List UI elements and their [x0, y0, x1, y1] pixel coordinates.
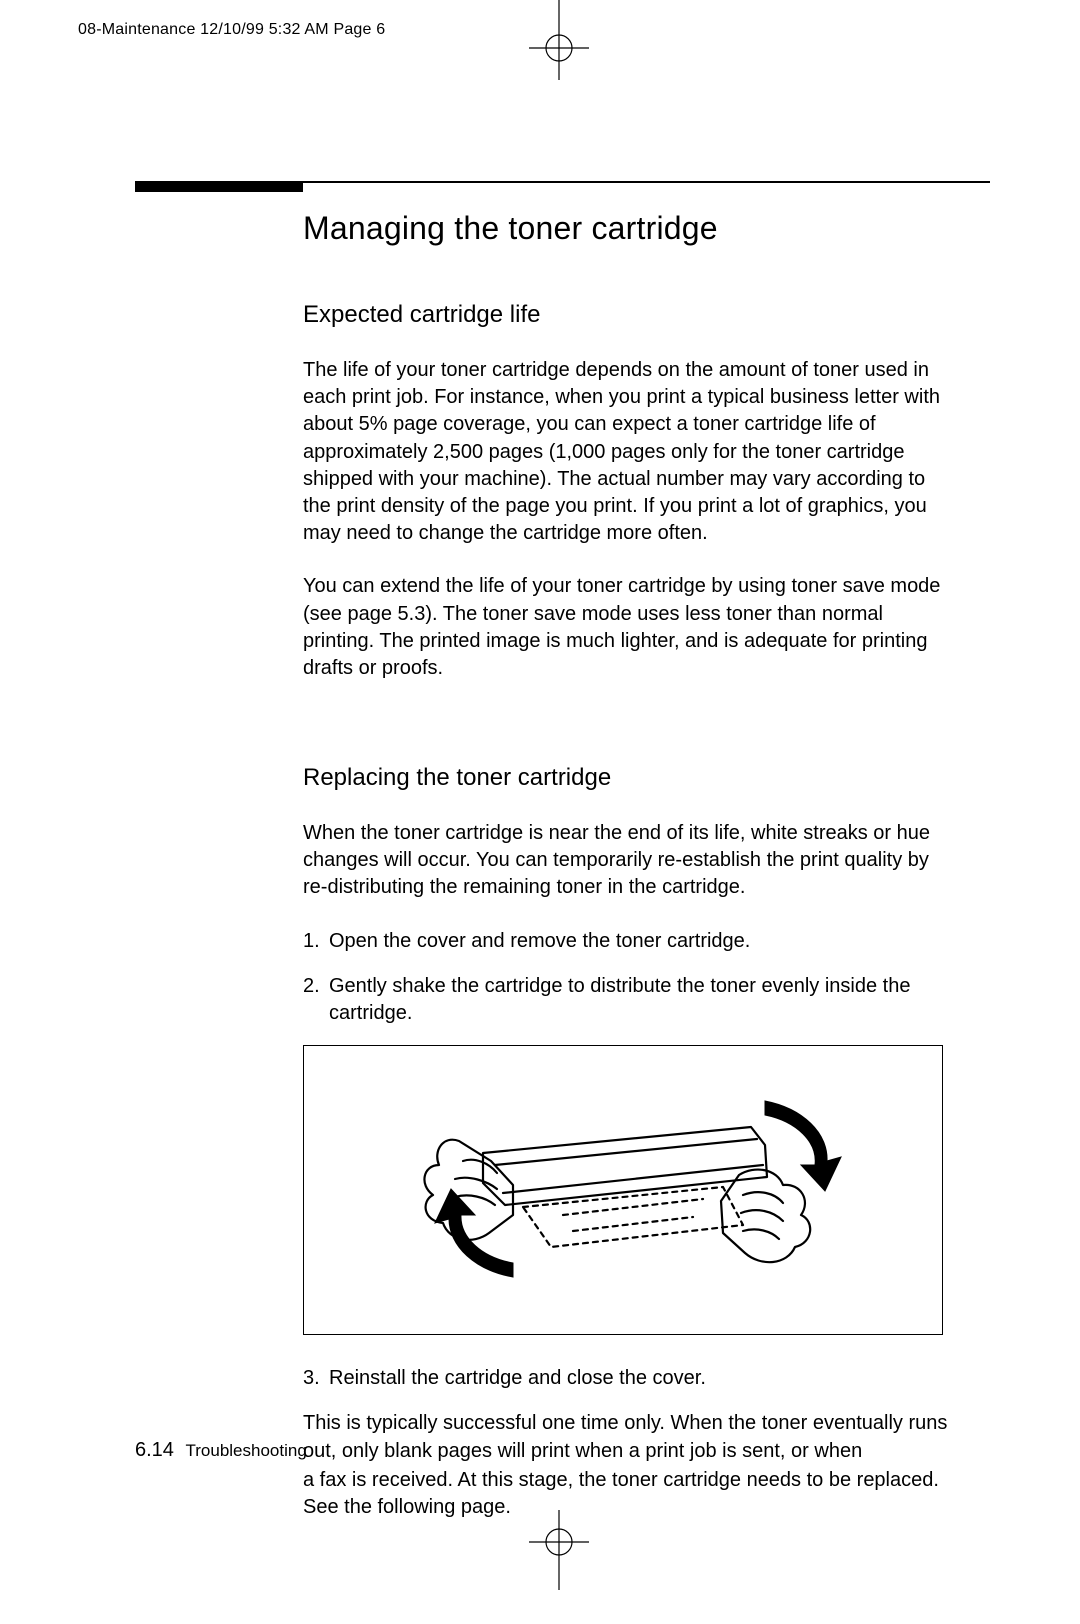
figure-shake-cartridge [303, 1045, 943, 1335]
step-text: Reinstall the cartridge and close the co… [329, 1365, 958, 1392]
paragraph: This is typically successful one time on… [303, 1410, 958, 1464]
footer-section-label: Troubleshooting [186, 1441, 307, 1460]
registration-mark-top-icon [529, 0, 589, 80]
content-column: Managing the toner cartridge Expected ca… [303, 210, 958, 1547]
step-list: 3. Reinstall the cartridge and close the… [303, 1365, 958, 1392]
paragraph: The life of your toner cartridge depends… [303, 357, 958, 547]
section-rule [135, 181, 990, 195]
page-title: Managing the toner cartridge [303, 210, 958, 247]
paragraph: You can extend the life of your toner ca… [303, 573, 958, 682]
step-text: Gently shake the cartridge to distribute… [329, 973, 958, 1027]
print-header: 08-Maintenance 12/10/99 5:32 AM Page 6 [78, 21, 385, 39]
cartridge-illustration-icon [363, 1065, 883, 1315]
step-list: 1. Open the cover and remove the toner c… [303, 928, 958, 1028]
step-text: Open the cover and remove the toner cart… [329, 928, 958, 955]
page-footer: 6.14 Troubleshooting [135, 1439, 307, 1462]
subheading-replacing: Replacing the toner cartridge [303, 764, 958, 792]
paragraph: When the toner cartridge is near the end… [303, 820, 958, 902]
list-item: 2. Gently shake the cartridge to distrib… [303, 973, 958, 1027]
step-number: 2. [303, 973, 329, 1027]
list-item: 3. Reinstall the cartridge and close the… [303, 1365, 958, 1392]
paragraph: a fax is received. At this stage, the to… [303, 1467, 958, 1521]
step-number: 1. [303, 928, 329, 955]
subheading-expected-life: Expected cartridge life [303, 301, 958, 329]
page-number: 6.14 [135, 1439, 174, 1461]
list-item: 1. Open the cover and remove the toner c… [303, 928, 958, 955]
step-number: 3. [303, 1365, 329, 1392]
